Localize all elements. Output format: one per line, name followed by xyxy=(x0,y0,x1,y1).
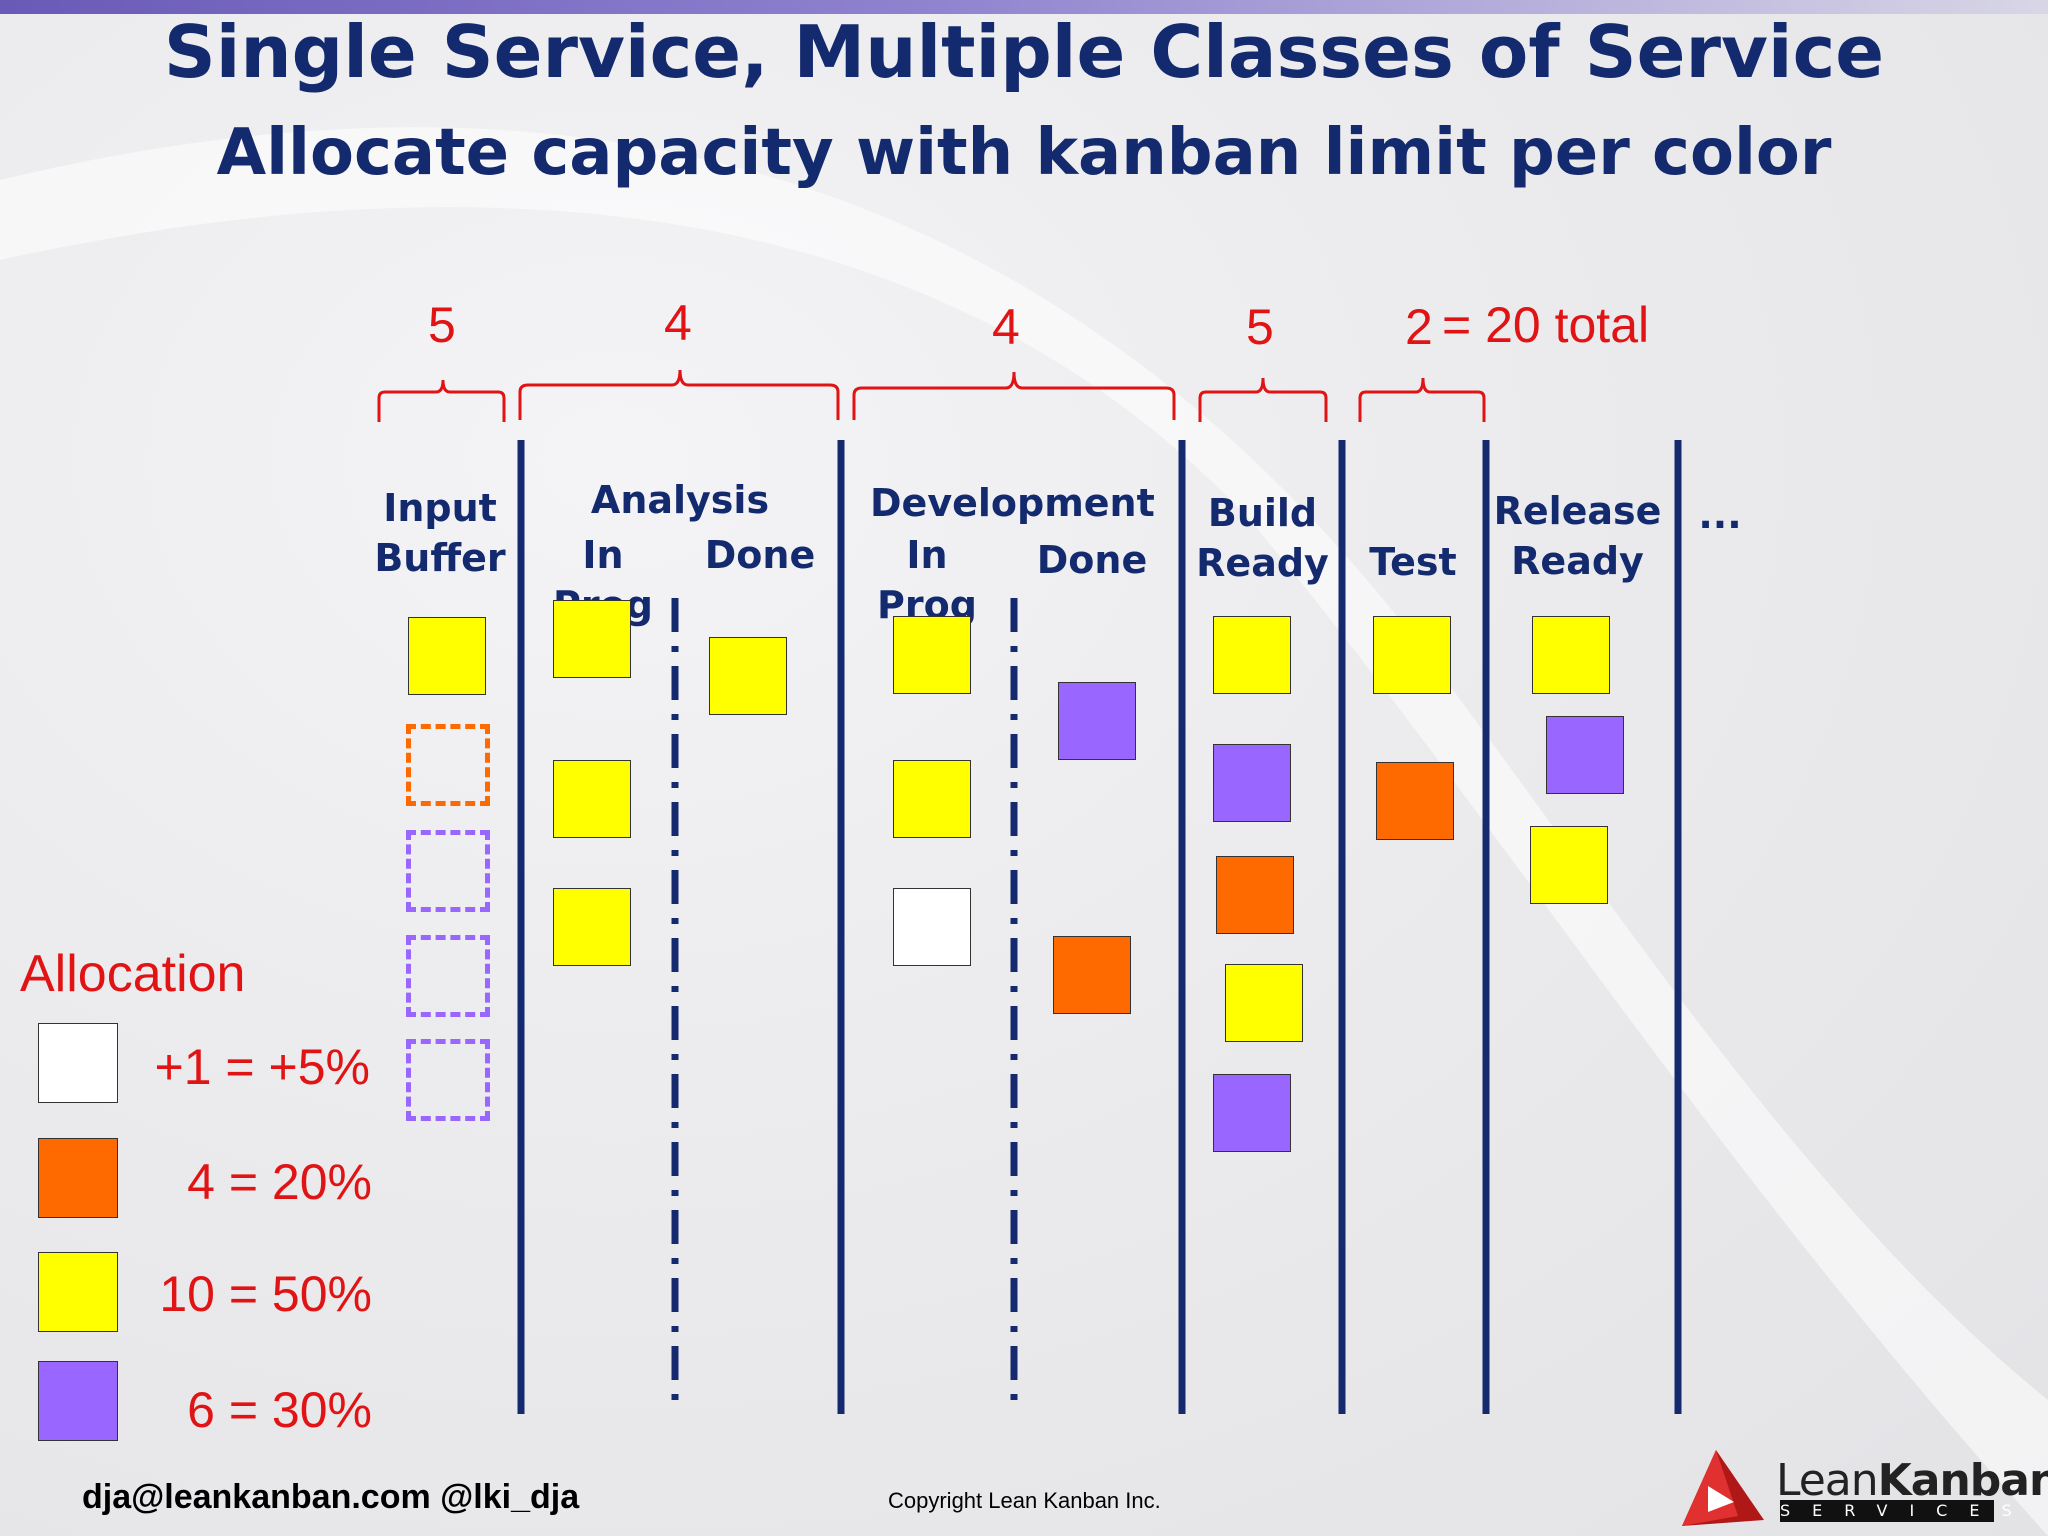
subcolumn-dividers xyxy=(671,598,1018,1414)
card-dev-in-prog-2 xyxy=(893,760,971,838)
logo-wordmark: LeanKanban xyxy=(1776,1455,2048,1506)
card-build-ready-2 xyxy=(1213,744,1291,822)
limit-analysis: 4 xyxy=(664,295,692,351)
logo-lean: Lean xyxy=(1776,1455,1879,1506)
column-dividers xyxy=(517,440,1682,1414)
legend-swatch-yellow xyxy=(38,1252,118,1332)
card-analysis-in-prog-2 xyxy=(553,760,631,838)
header-input-buffer: Input Buffer xyxy=(374,486,506,580)
leankanban-logo-icon xyxy=(1682,1450,1764,1526)
logo-services: SERVICES xyxy=(1780,1500,2034,1522)
limit-total: = 20 total xyxy=(1442,297,1650,353)
card-test-1 xyxy=(1373,616,1451,694)
card-release-ready-1 xyxy=(1532,616,1610,694)
card-input-buffer-1 xyxy=(408,617,486,695)
card-build-ready-4 xyxy=(1225,964,1303,1042)
card-input-buffer-4 xyxy=(406,935,490,1017)
legend-label-white: +1 = +5% xyxy=(154,1039,370,1095)
header-analysis-done: Done xyxy=(704,533,816,577)
card-dev-done-1 xyxy=(1058,682,1136,760)
limit-development: 4 xyxy=(992,299,1020,355)
legend-swatch-white xyxy=(38,1023,118,1103)
legend-swatch-orange xyxy=(38,1138,118,1218)
limit-input-buffer: 5 xyxy=(428,297,456,353)
brace-development xyxy=(852,371,1176,420)
logo-kanban: Kanban xyxy=(1877,1455,2048,1506)
card-test-2 xyxy=(1376,762,1454,840)
card-dev-done-2 xyxy=(1053,936,1131,1014)
brace-input-buffer xyxy=(377,379,506,422)
header-test: Test xyxy=(1369,540,1457,584)
slide-title: Single Service, Multiple Classes of Serv… xyxy=(163,10,1885,94)
legend-label-orange: 4 = 20% xyxy=(187,1154,372,1210)
legend-title: Allocation xyxy=(20,945,246,1003)
header-analysis: Analysis xyxy=(590,478,770,522)
card-input-buffer-5 xyxy=(406,1039,490,1121)
brace-analysis xyxy=(518,369,840,420)
card-dev-in-prog-3 xyxy=(893,888,971,966)
slide-subtitle: Allocate capacity with kanban limit per … xyxy=(216,116,1832,190)
limit-test: 2 xyxy=(1405,299,1433,355)
top-accent-bar xyxy=(0,0,2048,14)
card-build-ready-1 xyxy=(1213,616,1291,694)
copyright: Copyright Lean Kanban Inc. xyxy=(888,1488,1161,1513)
limit-braces xyxy=(377,369,1486,422)
header-more-columns: ... xyxy=(1698,493,1742,537)
card-release-ready-2 xyxy=(1546,716,1624,794)
legend-label-purple: 6 = 30% xyxy=(187,1382,372,1438)
brace-test xyxy=(1358,377,1486,422)
card-build-ready-5 xyxy=(1213,1074,1291,1152)
card-build-ready-3 xyxy=(1216,856,1294,934)
header-dev-done: Done xyxy=(1036,538,1148,582)
contact-info: dja@leankanban.com @lki_dja xyxy=(82,1478,580,1516)
brace-build-ready xyxy=(1198,377,1328,422)
limit-build-ready: 5 xyxy=(1246,299,1274,355)
card-analysis-done-1 xyxy=(709,637,787,715)
header-development: Development xyxy=(870,481,1155,525)
header-build-ready: Build Ready xyxy=(1196,491,1329,585)
card-analysis-in-prog-1 xyxy=(553,600,631,678)
card-analysis-in-prog-3 xyxy=(553,888,631,966)
card-dev-in-prog-1 xyxy=(893,616,971,694)
card-input-buffer-2 xyxy=(406,724,490,806)
card-release-ready-3 xyxy=(1530,826,1608,904)
legend-swatch-purple xyxy=(38,1361,118,1441)
header-release-ready: Release Ready xyxy=(1493,489,1662,583)
header-dev-in-prog: In Prog xyxy=(877,533,977,627)
legend-label-yellow: 10 = 50% xyxy=(159,1266,372,1322)
card-input-buffer-3 xyxy=(406,830,490,912)
